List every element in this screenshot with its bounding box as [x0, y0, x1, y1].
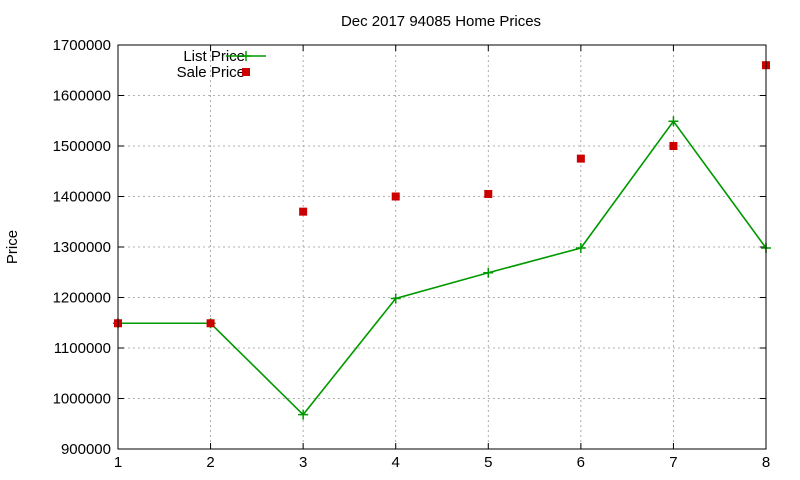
data-point — [484, 189, 493, 198]
data-point — [391, 192, 400, 201]
x-tick-label: 3 — [299, 454, 307, 471]
grid — [118, 45, 766, 449]
y-tick-label: 1000000 — [53, 391, 111, 408]
legend-label: Sale Price — [177, 64, 245, 81]
series-list-price — [113, 116, 771, 420]
plot-frame — [117, 44, 767, 450]
x-tick-label: 7 — [669, 454, 677, 471]
data-point — [483, 267, 494, 278]
data-point — [206, 319, 215, 328]
legend-marker — [242, 68, 250, 76]
legend-label: List Price — [183, 48, 245, 65]
data-point — [298, 409, 309, 420]
data-point — [390, 293, 401, 304]
x-tick-label: 2 — [206, 454, 214, 471]
chart-title: Dec 2017 94085 Home Prices — [341, 13, 541, 30]
data-point — [576, 154, 585, 163]
data-point — [668, 116, 679, 127]
y-tick-label: 1100000 — [54, 340, 111, 357]
y-tick-label: 900000 — [61, 441, 111, 458]
x-tick-label: 5 — [484, 454, 492, 471]
data-point — [299, 207, 308, 216]
x-tick-label: 1 — [114, 454, 122, 471]
x-tick-label: 6 — [577, 454, 585, 471]
y-tick-label: 1500000 — [53, 138, 111, 155]
data-point — [575, 243, 586, 254]
series-sale-price — [114, 61, 770, 328]
axis-ticks: 900000 1000000 1100000 1200000 1300000 140000… — [53, 37, 771, 471]
y-axis-label: Price — [4, 230, 21, 264]
y-tick-label: 1200000 — [53, 290, 111, 307]
x-tick-label: 4 — [392, 454, 400, 471]
data-point — [669, 142, 678, 150]
y-tick-label: 1300000 — [53, 239, 111, 256]
series-line — [118, 119, 767, 416]
plot-series — [113, 61, 771, 420]
legend-marker — [241, 51, 251, 61]
x-tick-label: 8 — [762, 454, 770, 471]
y-tick-label: 1600000 — [53, 88, 111, 105]
y-tick-label: 1400000 — [53, 189, 111, 206]
y-tick-label: 1700000 — [53, 37, 111, 54]
